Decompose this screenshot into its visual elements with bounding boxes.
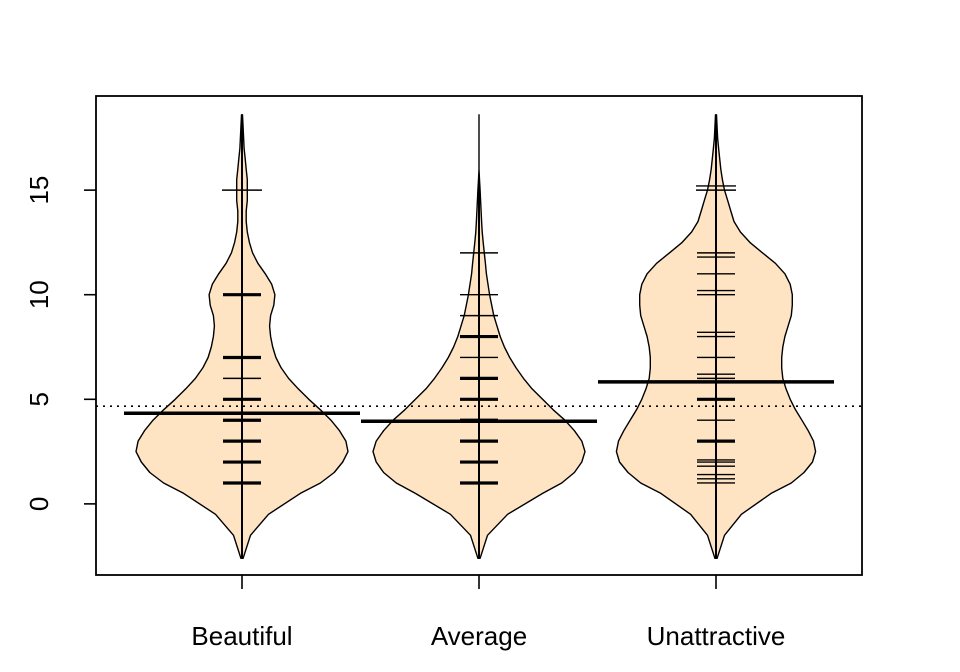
y-tick-label: 0 — [24, 497, 54, 511]
x-category-label: Beautiful — [191, 621, 292, 651]
y-tick-label: 5 — [24, 392, 54, 406]
x-category-label: Unattractive — [647, 621, 786, 651]
x-category-label: Average — [431, 621, 527, 651]
y-tick-label: 15 — [24, 176, 54, 205]
y-tick-label: 10 — [24, 280, 54, 309]
